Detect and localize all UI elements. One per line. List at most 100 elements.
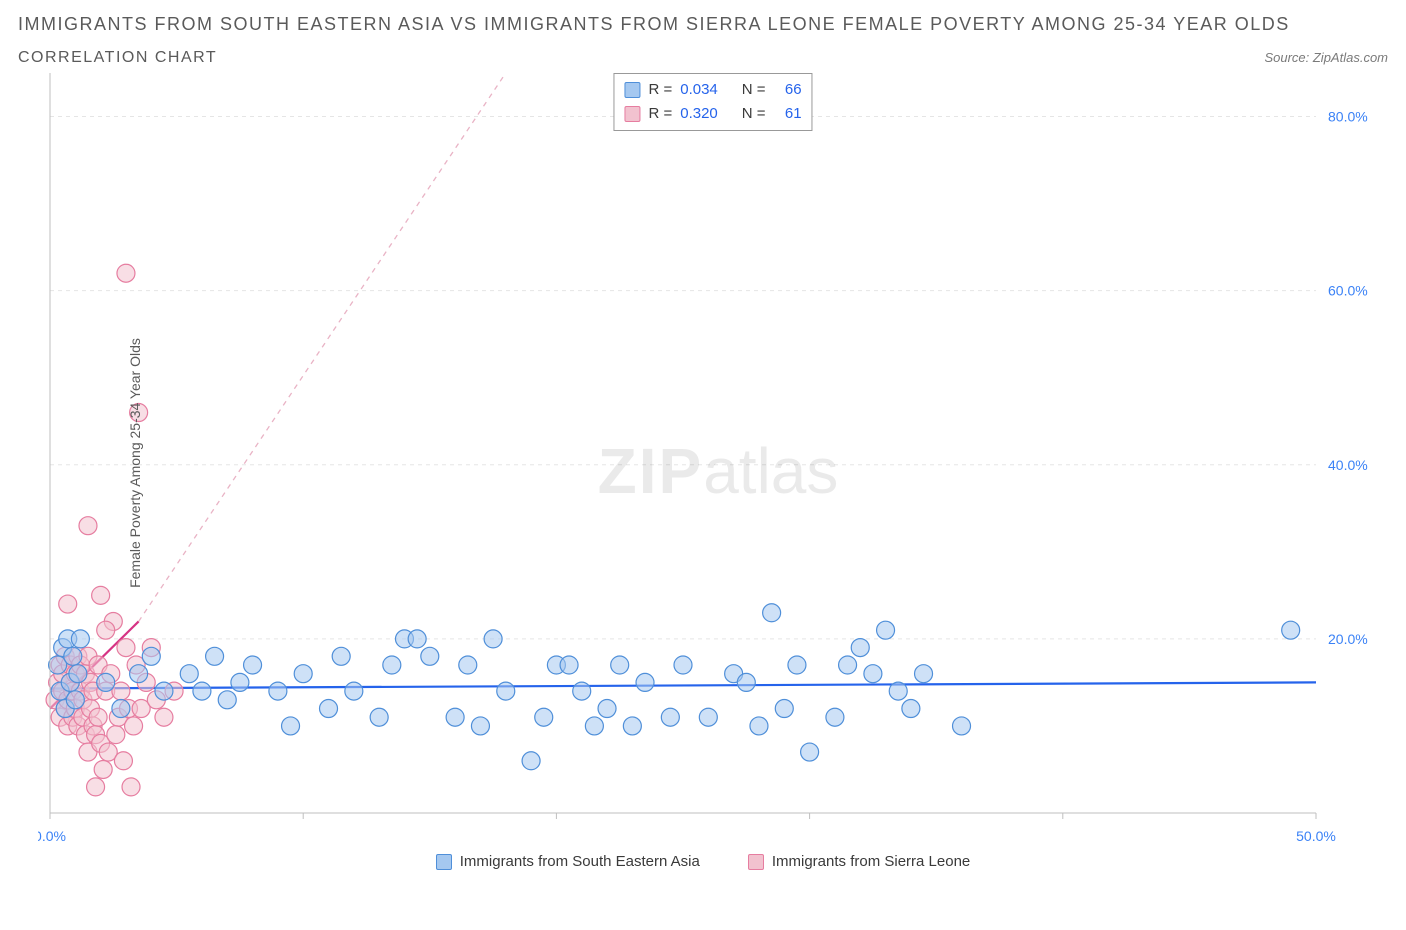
r-label: R = [648,102,672,126]
data-point [459,656,477,674]
data-point [112,700,130,718]
data-point [107,726,125,744]
data-point [471,717,489,735]
data-point [661,708,679,726]
legend-swatch [748,854,764,870]
data-point [763,604,781,622]
data-point [114,752,132,770]
data-point [193,682,211,700]
data-point [611,656,629,674]
n-label: N = [742,78,766,102]
data-point [750,717,768,735]
data-point [66,691,84,709]
data-point [79,517,97,535]
y-tick-label: 20.0% [1328,631,1368,647]
data-point [89,708,107,726]
data-point [155,682,173,700]
r-value: 0.034 [680,78,718,102]
y-tick-label: 40.0% [1328,457,1368,473]
data-point [535,708,553,726]
data-point [122,778,140,796]
legend-label: Immigrants from Sierra Leone [772,853,970,870]
data-point [125,717,143,735]
data-point [218,691,236,709]
data-point [155,708,173,726]
x-tick-label: 0.0% [38,828,66,844]
legend-item: Immigrants from Sierra Leone [748,853,970,870]
chart-subtitle: CORRELATION CHART [18,49,217,67]
data-point [497,682,515,700]
data-point [94,760,112,778]
n-label: N = [742,102,766,126]
data-point [370,708,388,726]
data-point [180,665,198,683]
bottom-legend: Immigrants from South Eastern Asia Immigr… [0,853,1406,870]
y-tick-label: 80.0% [1328,109,1368,125]
data-point [64,647,82,665]
data-point [320,700,338,718]
data-point [851,639,869,657]
chart-title: IMMIGRANTS FROM SOUTH EASTERN ASIA VS IM… [18,14,1388,35]
data-point [902,700,920,718]
data-point [69,665,87,683]
data-point [269,682,287,700]
legend-swatch [624,106,640,122]
data-point [737,673,755,691]
data-point [839,656,857,674]
data-point [97,621,115,639]
data-point [788,656,806,674]
trend-line-series-b-dashed [139,73,506,621]
data-point [864,665,882,683]
source-label: Source: ZipAtlas.com [1264,50,1388,65]
data-point [699,708,717,726]
legend-item: Immigrants from South Eastern Asia [436,853,700,870]
subtitle-row: CORRELATION CHART Source: ZipAtlas.com [18,49,1388,67]
data-point [953,717,971,735]
data-point [117,639,135,657]
data-point [282,717,300,735]
data-point [801,743,819,761]
x-tick-label: 50.0% [1296,828,1336,844]
data-point [421,647,439,665]
r-value: 0.320 [680,102,718,126]
chart-area: Female Poverty Among 25-34 Year Olds ZIP… [38,73,1388,853]
data-point [484,630,502,648]
data-point [573,682,591,700]
data-point [560,656,578,674]
data-point [1282,621,1300,639]
data-point [408,630,426,648]
n-value: 66 [774,78,802,102]
data-point [345,682,363,700]
data-point [332,647,350,665]
stats-box: R =0.034N =66R =0.320N =61 [613,73,812,131]
data-point [636,673,654,691]
data-point [117,264,135,282]
data-point [244,656,262,674]
data-point [71,630,89,648]
data-point [294,665,312,683]
data-point [522,752,540,770]
data-point [585,717,603,735]
legend-label: Immigrants from South Eastern Asia [460,853,700,870]
stats-row: R =0.034N =66 [624,78,801,102]
data-point [775,700,793,718]
y-tick-label: 60.0% [1328,283,1368,299]
data-point [598,700,616,718]
data-point [92,586,110,604]
data-point [383,656,401,674]
scatter-chart: ZIPatlas 20.0% 40.0% 60.0% 80.0% 0.0% 50.0% [38,73,1388,853]
data-point [889,682,907,700]
legend-swatch [436,854,452,870]
data-point [206,647,224,665]
data-point [877,621,895,639]
data-point [826,708,844,726]
legend-swatch [624,82,640,98]
data-point [130,665,148,683]
title-block: IMMIGRANTS FROM SOUTH EASTERN ASIA VS IM… [0,0,1406,73]
data-point [231,673,249,691]
data-point [674,656,692,674]
watermark: ZIPatlas [598,435,839,507]
data-point [915,665,933,683]
data-point [623,717,641,735]
stats-row: R =0.320N =61 [624,102,801,126]
